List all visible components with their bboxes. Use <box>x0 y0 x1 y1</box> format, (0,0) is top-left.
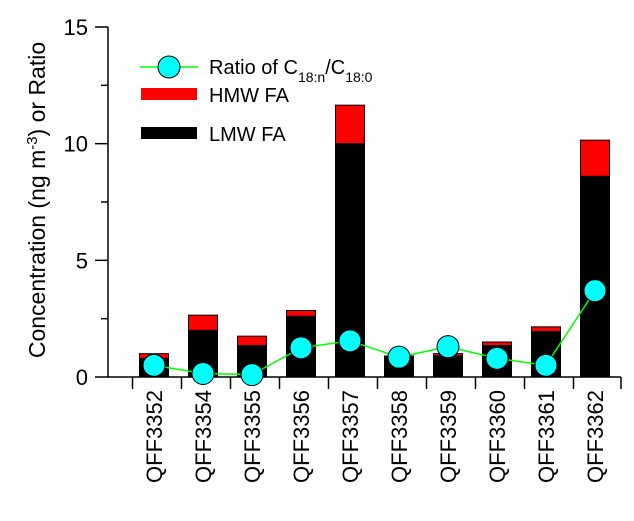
bar-hmw-qff3356 <box>286 310 316 317</box>
ratio-line-layer <box>142 279 607 387</box>
y-axis-label-superscript: -3 <box>24 136 41 149</box>
x-category-label: QFF3362 <box>583 390 608 483</box>
bar-hmw-qff3355 <box>237 335 267 346</box>
legend: Ratio of C18:n/C18:0 HMW FA LMW FA <box>140 55 373 146</box>
legend-ratio-marker <box>157 55 181 79</box>
x-category-label: QFF3358 <box>387 390 412 483</box>
ratio-point-qff3355 <box>240 363 264 387</box>
legend-lmw-swatch <box>141 127 197 139</box>
bar-hmw-qff3360 <box>482 341 512 346</box>
x-category-labels: QFF3352 QFF3354 QFF3355 QFF3356 QFF3357 QFF33… <box>142 390 608 483</box>
x-category-label: QFF3359 <box>436 390 461 483</box>
bar-lmw-qff3362 <box>580 175 610 378</box>
ratio-point-qff3359 <box>436 335 460 359</box>
ratio-point-qff3352 <box>142 353 166 377</box>
ratio-point-qff3356 <box>289 336 313 360</box>
x-category-label: QFF3356 <box>289 390 314 483</box>
legend-lmw-label: LMW FA <box>209 124 286 146</box>
y-tick-label: 5 <box>76 248 88 273</box>
bar-hmw-qff3357 <box>335 104 365 145</box>
legend-ratio-label: Ratio of C18:n/C18:0 <box>209 57 373 85</box>
y-axis-label-suffix: ) or Ratio <box>24 42 50 137</box>
ratio-series-line <box>153 290 596 376</box>
x-category-label: QFF3352 <box>142 390 167 483</box>
legend-hmw-label: HMW FA <box>209 85 290 107</box>
x-category-label: QFF3361 <box>534 390 559 483</box>
legend-hmw-swatch <box>141 88 197 100</box>
y-axis-label-prefix: Concentration (ng m <box>24 150 50 358</box>
bar-lmw-qff3359 <box>433 355 463 378</box>
y-axis-label: Concentration (ng m-3) or Ratio <box>24 42 51 358</box>
x-category-label: QFF3357 <box>338 390 363 483</box>
ratio-point-qff3357 <box>338 329 362 353</box>
y-tick-labels: 0 5 10 15 <box>64 15 88 390</box>
ratio-point-qff3362 <box>583 279 607 303</box>
x-category-label: QFF3354 <box>191 390 216 483</box>
bar-hmw-qff3362 <box>580 139 610 177</box>
y-tick-label: 10 <box>64 132 88 157</box>
bar-hmw-qff3361 <box>531 326 561 333</box>
y-tick-label: 15 <box>64 15 88 40</box>
x-category-label: QFF3360 <box>485 390 510 483</box>
x-category-label: QFF3355 <box>240 390 265 483</box>
ratio-point-qff3354 <box>191 362 215 385</box>
ratio-point-qff3360 <box>485 346 509 370</box>
ratio-point-qff3361 <box>534 353 558 377</box>
ratio-point-qff3358 <box>387 345 411 369</box>
bar-hmw-qff3354 <box>188 314 218 331</box>
y-tick-label: 0 <box>76 365 88 390</box>
